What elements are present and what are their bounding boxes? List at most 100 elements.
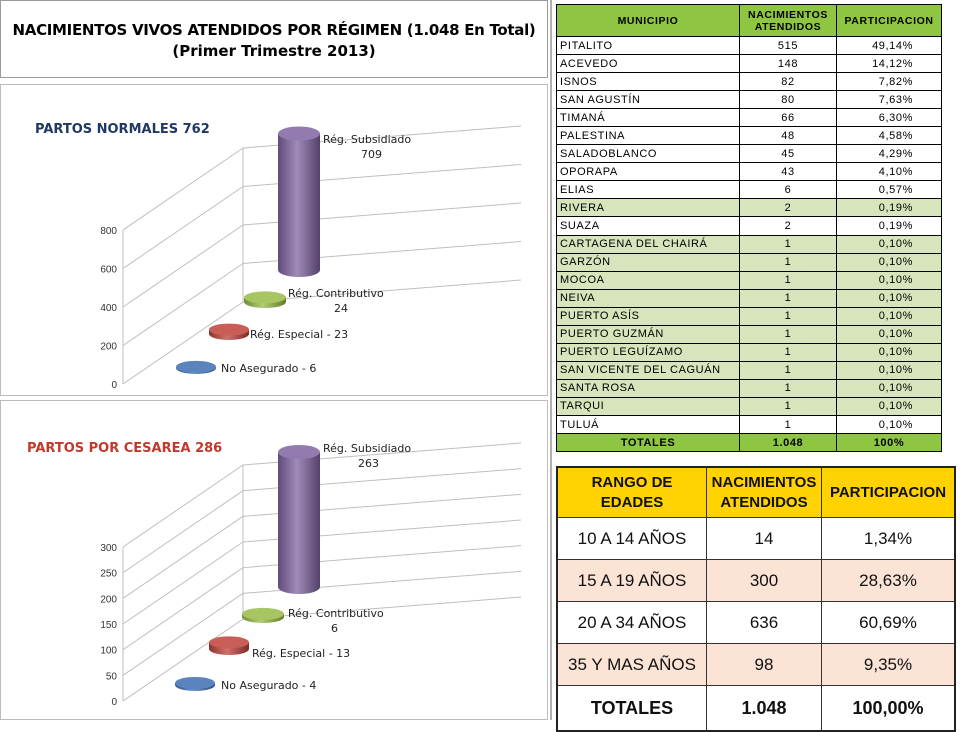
participacion-cell: 0,10%: [836, 252, 942, 272]
gridline: [122, 490, 244, 574]
y-tick-label: 50: [106, 671, 118, 682]
municipio-cell: PUERTO LEGUÍZAMO: [556, 342, 740, 362]
data-label: No Asegurado - 6: [221, 362, 316, 375]
age-count-cell: 98: [706, 643, 822, 686]
age-range-cell: 35 Y MAS AÑOS: [556, 643, 707, 686]
participacion-cell: 6,30%: [836, 108, 942, 128]
participacion-cell: 0,19%: [836, 216, 942, 236]
column-divider: [550, 0, 552, 720]
gridline: [122, 618, 244, 702]
table-row: NEIVA 1 0,10%: [556, 288, 942, 308]
age-range-cell: 10 A 14 AÑOS: [556, 517, 707, 560]
gridline: [122, 567, 244, 651]
table-row: SALADOBLANCO 45 4,29%: [556, 144, 942, 164]
table-row: RIVERA 2 0,19%: [556, 198, 942, 218]
age-percent-cell: 28,63%: [821, 559, 956, 602]
municipio-cell: SAN VICENTE DEL CAGUÁN: [556, 360, 740, 380]
participacion-cell: 0,10%: [836, 360, 942, 380]
data-label: Rég. Especial - 23: [250, 328, 348, 341]
municipio-cell: TIMANÁ: [556, 108, 740, 128]
bar-top: [176, 360, 216, 373]
nacimientos-cell: 6: [739, 180, 837, 200]
municipio-cell: PUERTO ASÍS: [556, 306, 740, 326]
header-nacimientos-edad: NACIMIENTOS ATENDIDOS: [706, 466, 822, 518]
nacimientos-cell: 82: [739, 72, 837, 92]
gridline: [122, 515, 244, 599]
data-label: Rég. Subsidiado 263: [323, 442, 411, 470]
age-totals-percent: 100,00%: [821, 685, 956, 732]
municipio-cell: TARQUI: [556, 396, 740, 416]
chart-title: PARTOS POR CESAREA 286: [27, 441, 222, 456]
age-range-cell: 20 A 34 AÑOS: [556, 601, 707, 644]
participacion-cell: 49,14%: [836, 35, 942, 56]
nacimientos-cell: 1: [739, 252, 837, 272]
data-label: Rég. Especial - 13: [252, 647, 350, 660]
table-row: 20 A 34 AÑOS 636 60,69%: [556, 601, 956, 644]
table-row: PALESTINA 48 4,58%: [556, 126, 942, 146]
nacimientos-cell: 1: [739, 324, 837, 344]
table-row: 10 A 14 AÑOS 14 1,34%: [556, 517, 956, 560]
data-label: No Asegurado - 4: [221, 679, 316, 692]
participacion-cell: 0,10%: [836, 414, 942, 435]
municipio-cell: SAN AGUSTÍN: [556, 90, 740, 110]
participacion-cell: 0,10%: [836, 234, 942, 254]
nacimientos-cell: 66: [739, 108, 837, 128]
table-row: OPORAPA 43 4,10%: [556, 162, 942, 182]
nacimientos-cell: 1: [739, 360, 837, 380]
nacimientos-cell: 2: [739, 216, 837, 236]
nacimientos-cell: 148: [739, 54, 837, 74]
participacion-cell: 4,29%: [836, 144, 942, 164]
nacimientos-cell: 1: [739, 234, 837, 254]
municipio-table: MUNICIPIO NACIMIENTOS ATENDIDOS PARTICIP…: [556, 4, 942, 453]
nacimientos-cell: 80: [739, 90, 837, 110]
gridline: [242, 279, 522, 303]
table-row: ISNOS 82 7,82%: [556, 72, 942, 92]
participacion-cell: 0,19%: [836, 198, 942, 218]
totals-percent: 100%: [836, 433, 942, 453]
y-tick-label: 300: [100, 543, 117, 554]
y-tick-label: 0: [111, 697, 117, 708]
participacion-cell: 7,82%: [836, 72, 942, 92]
report-subtitle: (Primer Trimestre 2013): [172, 42, 376, 60]
participacion-cell: 0,10%: [836, 324, 942, 344]
gridline: [122, 224, 244, 308]
nacimientos-cell: 45: [739, 144, 837, 164]
nacimientos-cell: 43: [739, 162, 837, 182]
table-row: SAN VICENTE DEL CAGUÁN 1 0,10%: [556, 360, 942, 380]
nacimientos-cell: 1: [739, 378, 837, 398]
participacion-cell: 0,10%: [836, 396, 942, 416]
nacimientos-cell: 1: [739, 414, 837, 435]
municipio-cell: SUAZA: [556, 216, 740, 236]
age-count-cell: 300: [706, 559, 822, 602]
participacion-cell: 4,58%: [836, 126, 942, 146]
table-row: MOCOA 1 0,10%: [556, 270, 942, 290]
table-row: TARQUI 1 0,10%: [556, 396, 942, 416]
municipio-cell: GARZÓN: [556, 252, 740, 272]
gridline: [122, 147, 244, 231]
nacimientos-cell: 1: [739, 288, 837, 308]
participacion-cell: 0,10%: [836, 342, 942, 362]
table-row: TULUÁ 1 0,10%: [556, 414, 942, 435]
totals-row: TOTALES 1.048 100%: [556, 433, 942, 453]
age-count-cell: 636: [706, 601, 822, 644]
participacion-cell: 14,12%: [836, 54, 942, 74]
nacimientos-cell: 1: [739, 342, 837, 362]
participacion-cell: 0,10%: [836, 306, 942, 326]
age-totals-row: TOTALES 1.048 100,00%: [556, 685, 956, 732]
nacimientos-cell: 515: [739, 35, 837, 56]
y-tick-label: 800: [100, 226, 117, 237]
municipio-cell: RIVERA: [556, 198, 740, 218]
header-participacion-edad: PARTICIPACION: [821, 466, 956, 518]
table-row: PUERTO ASÍS 1 0,10%: [556, 306, 942, 326]
gridline: [122, 464, 244, 548]
gridline: [122, 263, 244, 346]
y-tick-label: 100: [100, 646, 117, 657]
nacimientos-cell: 1: [739, 270, 837, 290]
bar-top: [209, 636, 249, 649]
data-label: Rég. Contributivo 6: [288, 607, 384, 635]
municipio-table-header: MUNICIPIO NACIMIENTOS ATENDIDOS PARTICIP…: [556, 4, 942, 37]
table-row: SANTA ROSA 1 0,10%: [556, 378, 942, 398]
table-row: SUAZA 2 0,19%: [556, 216, 942, 236]
gridline: [122, 301, 244, 385]
bar-top: [175, 676, 215, 689]
